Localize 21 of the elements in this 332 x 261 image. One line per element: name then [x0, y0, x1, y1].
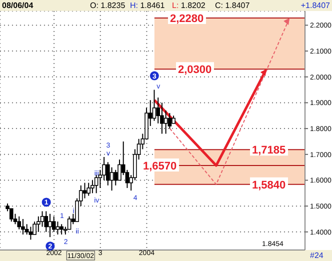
- candlestick: [21, 218, 25, 235]
- text: +1.8407: [300, 0, 330, 11]
- candlestick: [86, 182, 91, 196]
- ref-line-label: 1,5840: [252, 179, 286, 192]
- candlestick: [110, 166, 114, 192]
- ref-line-label: 2,2280: [170, 12, 204, 25]
- header-text: L: 1.8202: [172, 0, 206, 11]
- header-text: C: 1.8407: [215, 0, 250, 11]
- header-text: O: 1.8235: [90, 0, 126, 11]
- candlestick: [168, 112, 172, 130]
- candlestick: [28, 226, 33, 240]
- header-text: H: 1.8461: [130, 0, 165, 11]
- header-text: 08/06/04: [2, 0, 34, 11]
- candlestick: [60, 224, 64, 235]
- ref-line-label: 1,7185: [252, 144, 286, 157]
- candlestick: [164, 110, 168, 134]
- text: #24: [310, 250, 324, 261]
- candlestick: [48, 213, 52, 238]
- candlestick: [82, 182, 87, 199]
- ref-line-label: 1,6570: [143, 160, 177, 173]
- ref-line-label: 2,0300: [178, 64, 212, 76]
